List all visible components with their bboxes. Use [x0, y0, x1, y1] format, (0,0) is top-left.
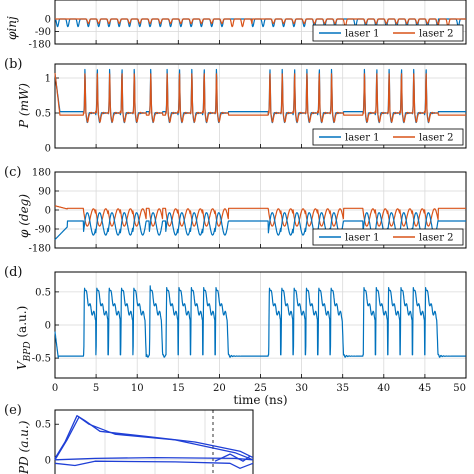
y-tick-label: -90: [35, 225, 51, 236]
eye-trace: [54, 460, 254, 469]
panel-label-b: (b): [4, 57, 22, 72]
legend-entry: laser 1: [345, 29, 380, 40]
y-tick-label: 1: [45, 74, 51, 85]
x-tick-label: 10: [131, 383, 144, 394]
legend-entry: laser 2: [419, 29, 454, 40]
y-tick-label: -0.5: [32, 354, 51, 365]
eye-trace: [214, 453, 251, 462]
panel-e: 0.5 0 (e) PD (a.u.): [4, 403, 254, 474]
series-laser-2: [54, 205, 467, 227]
legend-box: [312, 228, 464, 246]
x-tick-label: 20: [213, 383, 226, 394]
x-tick-label: 0: [52, 383, 58, 394]
panel-c: 180 90 0 -90 -180 laser 1 laser 2 (c) φ (deg): [4, 165, 467, 255]
x-tick-label: 50: [453, 383, 466, 394]
y-tick-label: 0: [45, 144, 51, 155]
eye-trace: [54, 415, 254, 459]
y-tick-label: 0: [45, 455, 51, 466]
eye-trace: [54, 456, 254, 461]
panel-label-d: (d): [4, 265, 22, 280]
x-tick-label: 15: [172, 383, 185, 394]
series-laser-2: [54, 73, 467, 123]
x-axis-label: time (ns): [233, 393, 287, 407]
legend-box: [312, 128, 464, 146]
y-tick-label: 0.5: [35, 109, 51, 120]
x-tick-label: 30: [295, 383, 308, 394]
x-tick-label: 35: [336, 383, 349, 394]
eye-trace: [54, 416, 254, 461]
legend-box: [312, 24, 464, 42]
y-tick-label: -180: [29, 40, 51, 51]
y-tick-label: 0: [45, 206, 51, 217]
x-tick-label: 40: [377, 383, 390, 394]
y-axis-label: φ (deg): [17, 194, 31, 238]
y-tick-label: 90: [38, 187, 51, 198]
x-tick-label: 5: [93, 383, 99, 394]
y-tick-label: 0: [45, 321, 51, 332]
series-bpd: [54, 285, 467, 359]
y-tick-label: 0.5: [35, 420, 51, 431]
panel-b: 1 0.5 0 laser 1 laser 2 (b) P (mW): [4, 57, 467, 155]
y-axis-label: φinj: [5, 16, 19, 40]
y-tick-label: 0: [45, 15, 51, 26]
y-tick-label: 0.5: [35, 287, 51, 298]
legend-entry: laser 1: [345, 233, 380, 244]
series-laser-2: [54, 18, 467, 28]
panel-label-c: (c): [4, 165, 21, 180]
x-tick-label: 45: [419, 383, 432, 394]
y-tick-label: -180: [29, 244, 51, 255]
x-tick-label: 25: [254, 383, 267, 394]
panel-label-e: (e): [4, 403, 22, 418]
legend-entry: laser 1: [345, 133, 380, 144]
plot-frame: [54, 409, 254, 474]
legend-entry: laser 2: [419, 133, 454, 144]
panel-d: 0.5 0 -0.5 0 5 10 15 20 25 30 35 40 45 50 time (ns) (d)…: [4, 265, 467, 407]
y-tick-label: -90: [35, 27, 51, 38]
y-axis-label: P (mW): [17, 83, 31, 129]
panel-a: 0-90 -180 laser 1 laser 2 φinj: [5, 0, 467, 51]
y-axis-label: VBPD (a.u.): [15, 306, 33, 370]
y-axis-label: PD (a.u.): [17, 420, 31, 474]
y-tick-label: 180: [32, 168, 51, 179]
legend-entry: laser 2: [419, 233, 454, 244]
